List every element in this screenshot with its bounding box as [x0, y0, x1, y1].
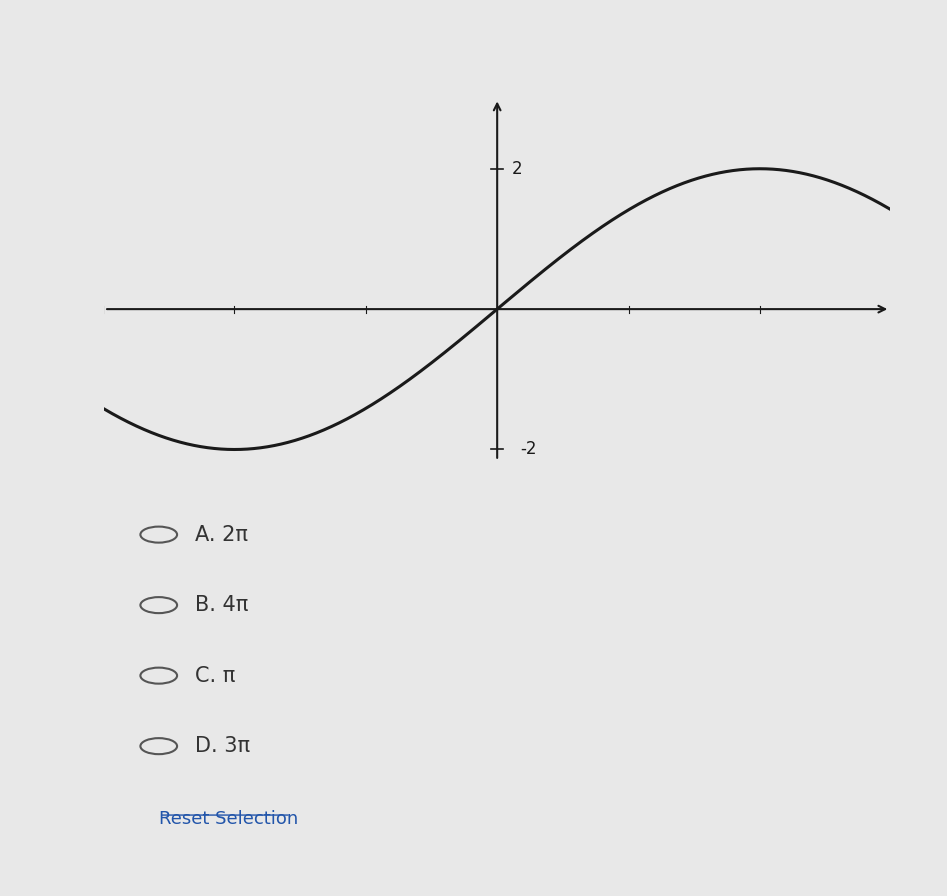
Text: Reset Selection: Reset Selection — [159, 810, 298, 828]
Text: -2: -2 — [521, 441, 537, 459]
Text: B. 4π: B. 4π — [195, 595, 249, 616]
Text: D. 3π: D. 3π — [195, 737, 251, 756]
Text: 2: 2 — [512, 159, 523, 177]
Text: C. π: C. π — [195, 666, 236, 685]
Text: A. 2π: A. 2π — [195, 525, 248, 545]
Text: What is the period of the periodic graph shown below?: What is the period of the periodic graph… — [162, 118, 809, 142]
